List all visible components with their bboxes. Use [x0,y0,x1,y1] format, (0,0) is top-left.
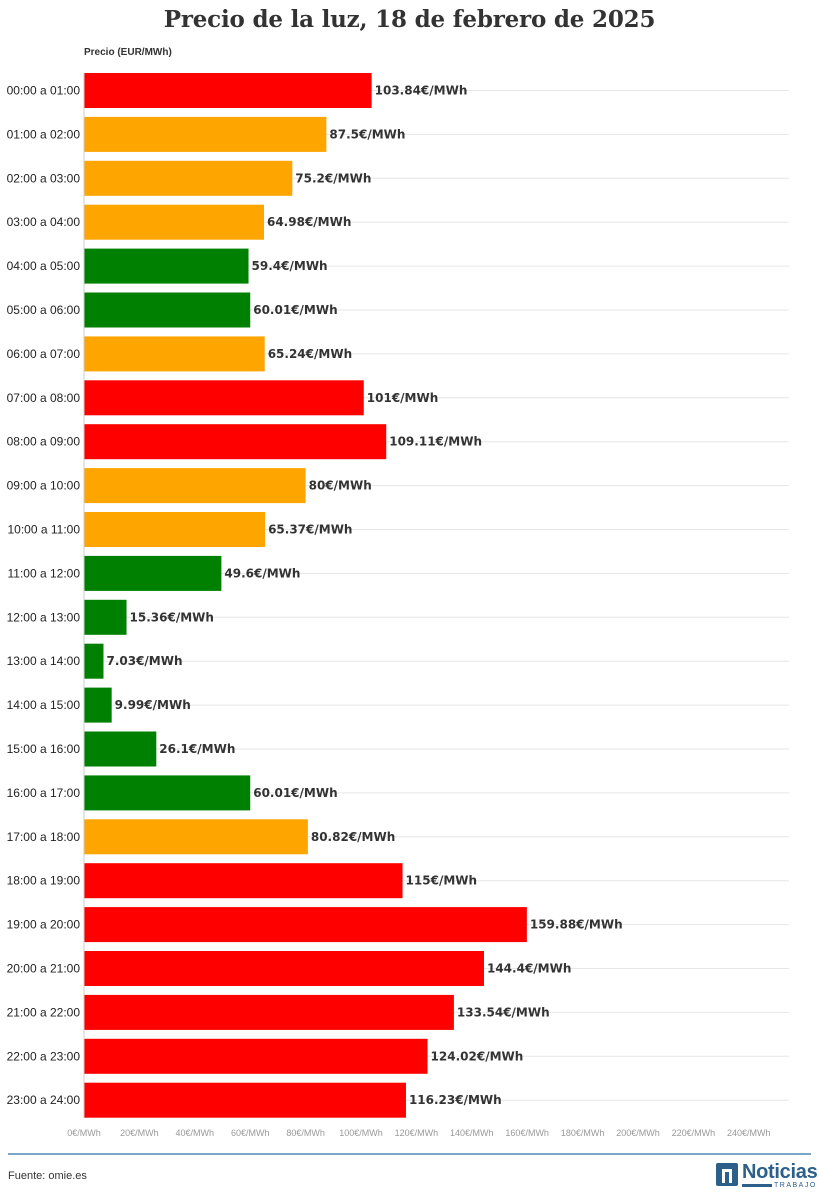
value-label: 75.2€/MWh [295,171,371,185]
row-label: 08:00 a 09:00 [7,435,81,449]
bar [84,907,527,943]
row-label: 01:00 a 02:00 [7,127,81,141]
value-label: 65.37€/MWh [268,523,352,537]
row-label: 20:00 a 21:00 [7,962,81,976]
row-label: 13:00 a 14:00 [7,654,81,668]
value-label: 65.24€/MWh [268,347,352,361]
row-label: 04:00 a 05:00 [7,259,81,273]
value-label: 159.88€/MWh [530,918,623,932]
row-label: 12:00 a 13:00 [7,610,81,624]
value-label: 133.54€/MWh [457,1005,550,1019]
value-label: 59.4€/MWh [252,259,328,273]
row-label: 09:00 a 10:00 [7,479,81,493]
value-label: 9.99€/MWh [115,698,191,712]
source-note: Fuente: omie.es [8,1170,87,1182]
x-tick-label: 160€/MWh [505,1128,549,1138]
bar [84,116,327,152]
bar [84,204,264,240]
x-tick-label: 40€/MWh [176,1128,215,1138]
x-tick-label: 80€/MWh [286,1128,325,1138]
row-label: 17:00 a 18:00 [7,830,81,844]
row-label: 16:00 a 17:00 [7,786,81,800]
axis-unit-label: Precio (EUR/MWh) [84,47,172,58]
logo-mark-icon [716,1163,738,1186]
row-label: 14:00 a 15:00 [7,698,81,712]
x-tick-label: 180€/MWh [561,1128,605,1138]
bar [84,775,251,811]
row-label: 00:00 a 01:00 [7,84,81,98]
x-tick-label: 240€/MWh [727,1128,771,1138]
row-label: 10:00 a 11:00 [7,523,80,537]
bar [84,1082,406,1118]
x-tick-label: 220€/MWh [672,1128,716,1138]
row-label: 02:00 a 03:00 [7,171,81,185]
bar [84,599,127,635]
bar [84,687,112,723]
row-label: 22:00 a 23:00 [7,1049,81,1063]
x-tick-label: 60€/MWh [231,1128,270,1138]
value-label: 103.84€/MWh [375,84,468,98]
bar [84,643,104,679]
value-label: 15.36€/MWh [130,610,214,624]
chart-title: Precio de la luz, 18 de febrero de 2025 [163,6,656,33]
value-label: 80.82€/MWh [311,830,395,844]
row-label: 23:00 a 24:00 [7,1093,81,1107]
bar [84,468,306,504]
value-label: 60.01€/MWh [253,303,337,317]
row-label: 06:00 a 07:00 [7,347,81,361]
bar [84,248,249,284]
x-tick-label: 0€/MWh [67,1128,101,1138]
x-tick-label: 20€/MWh [120,1128,159,1138]
bar [84,73,372,108]
value-label: 64.98€/MWh [267,215,351,229]
x-tick-label: 200€/MWh [616,1128,660,1138]
row-label: 05:00 a 06:00 [7,303,81,317]
value-label: 60.01€/MWh [253,786,337,800]
x-tick-label: 140€/MWh [450,1128,494,1138]
logo-underline [742,1184,772,1187]
bar [84,819,308,855]
value-label: 101€/MWh [367,391,439,405]
value-label: 26.1€/MWh [159,742,235,756]
value-label: 115€/MWh [406,874,478,888]
value-label: 124.02€/MWh [431,1049,524,1063]
row-label: 21:00 a 22:00 [7,1005,81,1019]
row-label: 19:00 a 20:00 [7,918,81,932]
bar [84,160,293,196]
value-label: 80€/MWh [309,479,372,493]
row-label: 18:00 a 19:00 [7,874,81,888]
value-label: 109.11€/MWh [389,435,482,449]
value-label: 116.23€/MWh [409,1093,502,1107]
row-label: 03:00 a 04:00 [7,215,81,229]
value-label: 144.4€/MWh [487,962,571,976]
row-label: 07:00 a 08:00 [7,391,81,405]
logo-subtitle: TRABAJO [774,1182,817,1189]
row-label: 15:00 a 16:00 [7,742,81,756]
bar [84,336,265,372]
value-label: 49.6€/MWh [224,566,300,580]
brand-logo: Noticias TRABAJO [716,1161,818,1191]
row-label: 11:00 a 12:00 [7,566,80,580]
bar [84,1038,428,1074]
value-label: 87.5€/MWh [329,127,405,141]
bar [84,555,222,591]
bar [84,292,251,328]
footer-divider [8,1153,811,1155]
bar [84,731,157,767]
bar [84,380,364,416]
bar-chart: 00:00 a 01:00 103.84€/MWh 01:00 a 02:00 87.… [7,73,789,1138]
x-tick-label: 120€/MWh [395,1128,439,1138]
bar [84,994,454,1030]
x-tick-label: 100€/MWh [339,1128,383,1138]
value-label: 7.03€/MWh [106,654,182,668]
bar [84,951,484,986]
bar [84,424,387,460]
bar [84,863,403,899]
logo-name: Noticias [742,1161,818,1183]
bar [84,512,266,547]
